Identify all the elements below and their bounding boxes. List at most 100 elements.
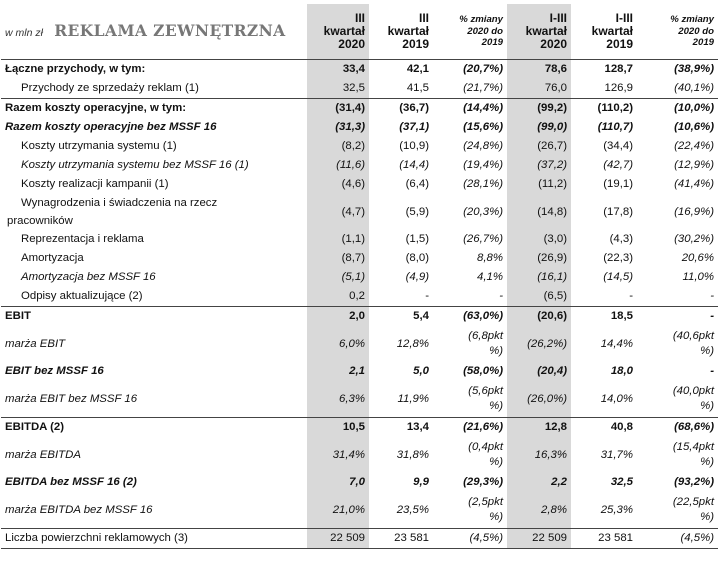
row-label: Reprezentacja i reklama	[21, 233, 144, 245]
cell: 41,5	[406, 82, 429, 94]
cell: 7,0	[307, 473, 369, 492]
cell: 11,0%	[682, 271, 714, 283]
row-label: Amortyzacja bez MSSF 16	[21, 271, 156, 283]
table-row: marża EBITDA bez MSSF 16 21,0% 23,5% (2,…	[1, 492, 718, 529]
table-row: Razem koszty operacyjne, w tym: (31,4) (…	[1, 98, 718, 118]
cell: (21,7%)	[463, 82, 503, 94]
cell: -	[629, 290, 633, 302]
cell: (20,6)	[507, 306, 571, 326]
cell: (4,6)	[307, 175, 369, 194]
cell: (26,7%)	[463, 233, 503, 245]
cell-pkt: (40,6pkt%)	[672, 330, 714, 357]
cell: 128,7	[571, 59, 637, 79]
cell-pkt: (0,4pkt%)	[468, 441, 503, 468]
cell: (20,7%)	[433, 59, 507, 79]
cell: (4,9)	[405, 271, 429, 283]
table-row: Odpisy aktualizujące (2) 0,2 - - (6,5) -…	[1, 287, 718, 307]
cell: (26,7)	[507, 137, 571, 156]
table-row: Wynagrodzenia i świadczenia na rzecz prac…	[1, 194, 718, 230]
cell: (11,6)	[307, 156, 369, 175]
cell: -	[637, 306, 718, 326]
cell: (36,7)	[369, 98, 433, 118]
cell: 18,5	[571, 306, 637, 326]
cell: -	[710, 290, 714, 302]
table-row: EBITDA (2) 10,5 13,4 (21,6%) 12,8 40,8 (…	[1, 417, 718, 437]
col-header-q1q3-change: % zmiany 2020 do 2019	[670, 14, 714, 49]
cell: (19,4%)	[463, 159, 503, 171]
cell: (29,3%)	[463, 476, 503, 488]
row-label: Liczba powierzchni reklamowych (3)	[1, 528, 307, 549]
cell: 0,2	[307, 287, 369, 307]
reklama-zewnetrzna-table: w mln zł REKLAMA ZEWNĘTRZNA III kwartał 20…	[1, 4, 718, 549]
cell: 22 509	[507, 528, 571, 549]
row-label: Łączne przychody, w tym:	[1, 59, 307, 79]
cell: (63,0%)	[433, 306, 507, 326]
cell: (26,9)	[507, 249, 571, 268]
cell: (6,4)	[405, 178, 429, 190]
cell: 10,5	[307, 417, 369, 437]
cell: 32,5	[307, 79, 369, 99]
cell: 20,6%	[681, 252, 714, 264]
cell: (17,8)	[603, 205, 633, 218]
cell: (10,6%)	[674, 121, 714, 133]
table-row: marża EBITDA 31,4% 31,8% (0,4pkt%) 16,3%…	[1, 437, 718, 473]
table-row: EBITDA bez MSSF 16 (2) 7,0 9,9 (29,3%) 2…	[1, 473, 718, 492]
table-row: Razem koszty operacyjne bez MSSF 16 (31,…	[1, 118, 718, 137]
table-row: Koszty utrzymania systemu bez MSSF 16 (1…	[1, 156, 718, 175]
cell: 23,5%	[396, 503, 429, 516]
cell: (19,1)	[603, 178, 633, 190]
cell: (10,0%)	[637, 98, 718, 118]
cell: (14,4%)	[433, 98, 507, 118]
cell: (4,5%)	[637, 528, 718, 549]
cell: (14,4)	[399, 159, 429, 171]
table-row: Liczba powierzchni reklamowych (3) 22 50…	[1, 528, 718, 549]
cell-pkt: (22,5pkt%)	[672, 496, 714, 523]
cell: (8,0)	[405, 252, 429, 264]
cell: 31,4%	[307, 437, 369, 473]
cell-pkt: (15,4pkt%)	[672, 441, 714, 468]
cell: 23 581	[571, 528, 637, 549]
cell: (110,7)	[597, 121, 633, 133]
cell: 2,1	[307, 362, 369, 381]
cell: 16,3%	[507, 437, 571, 473]
unit-label: w mln zł	[5, 26, 43, 39]
row-label: Koszty realizacji kampanii (1)	[21, 178, 169, 190]
cell: 42,1	[369, 59, 433, 79]
row-label: Razem koszty operacyjne, w tym:	[1, 98, 307, 118]
cell: (14,8)	[507, 194, 571, 230]
cell: (8,2)	[307, 137, 369, 156]
table-row: Reprezentacja i reklama (1,1) (1,5) (26,…	[1, 230, 718, 249]
cell: 6,3%	[307, 381, 369, 418]
cell: (4,7)	[307, 194, 369, 230]
row-label: Przychody ze sprzedaży reklam (1)	[21, 82, 199, 94]
cell: (1,5)	[405, 233, 429, 245]
col-header-q3-change: % zmiany 2020 do 2019	[459, 14, 503, 49]
cell: 76,0	[507, 79, 571, 99]
col-header-q3-2019: III kwartał 2019	[387, 11, 429, 51]
cell: (93,2%)	[674, 476, 714, 488]
row-label: marża EBIT	[5, 337, 66, 350]
cell: (34,4)	[603, 140, 633, 152]
cell: (6,5)	[507, 287, 571, 307]
cell: (5,1)	[307, 268, 369, 287]
cell: (22,4%)	[674, 140, 714, 152]
col-header-q3-2020: III kwartał 2020	[307, 4, 369, 60]
cell: 23 581	[369, 528, 433, 549]
cell: (38,9%)	[637, 59, 718, 79]
cell: (26,2%)	[507, 326, 571, 362]
table-row: Koszty realizacji kampanii (1) (4,6) (6,…	[1, 175, 718, 194]
cell: 32,5	[610, 476, 633, 488]
cell: (12,9%)	[674, 159, 714, 171]
row-label: Wynagrodzenia i świadczenia na rzecz prac…	[7, 197, 218, 227]
row-label: Amortyzacja	[21, 252, 84, 264]
cell: 78,6	[507, 59, 571, 79]
cell: (3,0)	[507, 230, 571, 249]
cell: 14,4%	[600, 337, 633, 350]
row-label: marża EBITDA	[5, 448, 81, 461]
cell: (31,4)	[307, 98, 369, 118]
cell: (22,3)	[603, 252, 633, 264]
row-label: Odpisy aktualizujące (2)	[21, 290, 143, 302]
cell: 2,2	[507, 473, 571, 492]
cell: 21,0%	[307, 492, 369, 529]
cell: 11,9%	[397, 392, 429, 405]
